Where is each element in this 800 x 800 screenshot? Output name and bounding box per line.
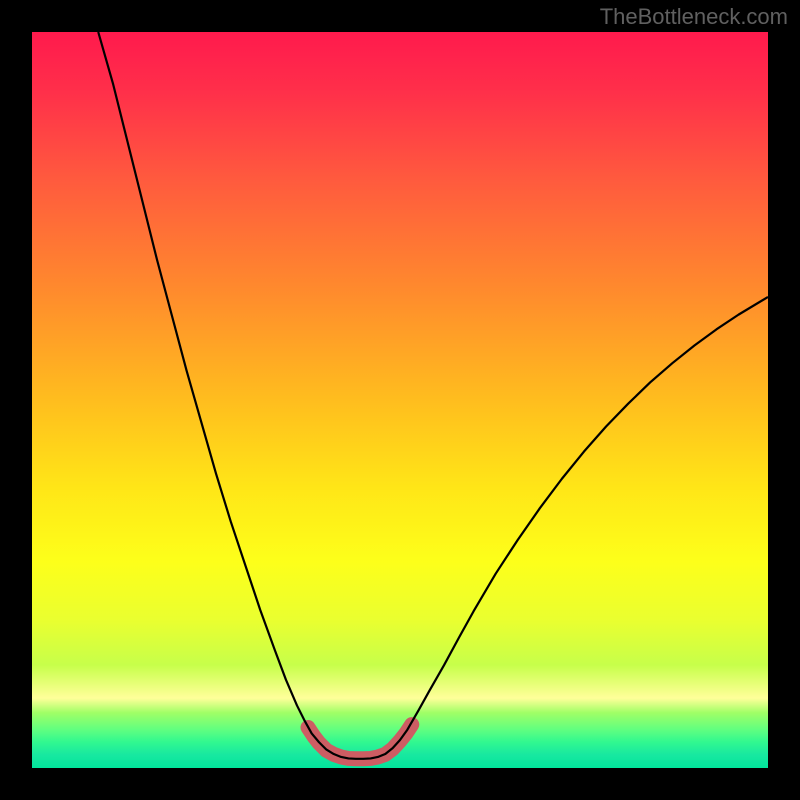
chart-container: TheBottleneck.com: [0, 0, 800, 800]
watermark-text: TheBottleneck.com: [600, 4, 788, 30]
plot-background: [32, 32, 768, 768]
bottleneck-curve-plot: [32, 32, 768, 768]
